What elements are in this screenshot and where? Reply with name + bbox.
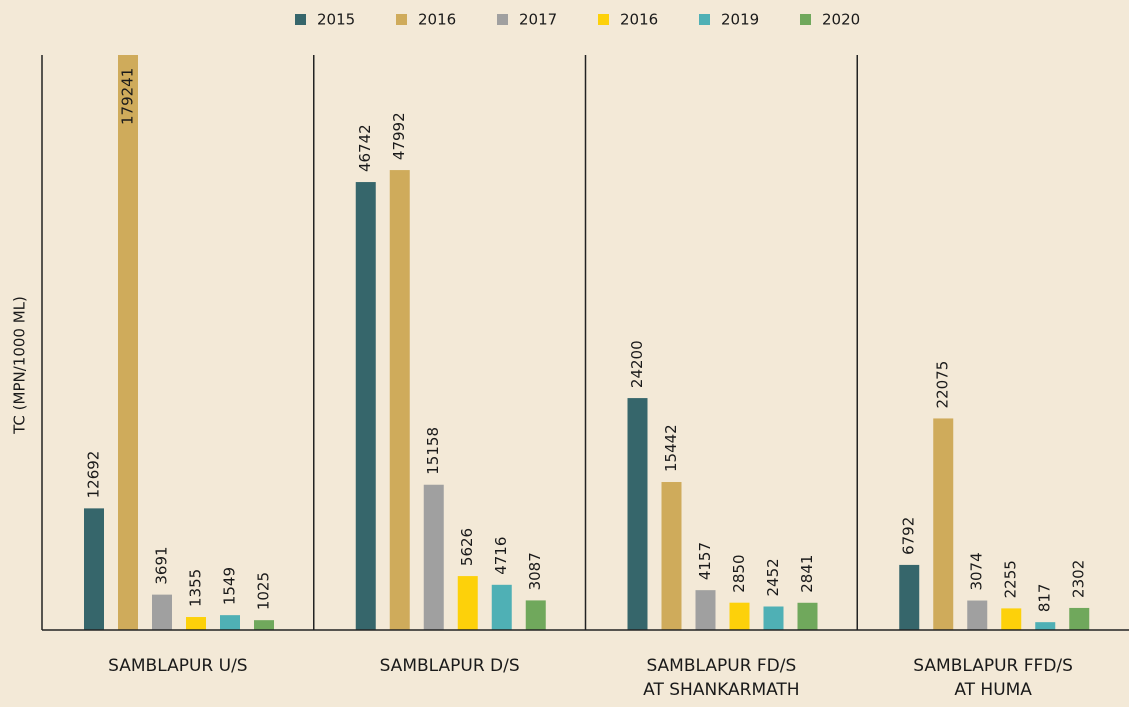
legend-swatch: [497, 14, 508, 25]
data-label: 3691: [153, 546, 171, 584]
y-axis-label: TC (MPN/1000 ML): [11, 296, 29, 435]
x-tick-label: SAMBLAPUR FFD/S AT HUMA: [913, 656, 1073, 700]
bar: [661, 482, 682, 630]
data-label: 5626: [458, 528, 476, 566]
bar: [627, 398, 648, 630]
x-tick-label: SAMBLAPUR FD/S AT SHANKARMATH: [643, 656, 799, 700]
data-label: 2255: [1002, 560, 1020, 598]
data-label: 3074: [968, 552, 986, 590]
data-label: 12692: [85, 451, 103, 499]
bar: [254, 620, 274, 630]
data-label: 2302: [1070, 560, 1088, 598]
data-label: 2841: [798, 555, 816, 593]
x-tick-label: SAMBLAPUR U/S: [108, 656, 247, 676]
legend-swatch: [800, 14, 811, 25]
data-label: 15442: [662, 424, 680, 472]
data-label: 1355: [187, 569, 205, 607]
bar: [695, 590, 716, 630]
data-label: 22075: [934, 361, 952, 409]
legend-label: 2017: [519, 11, 557, 29]
bar: [220, 615, 240, 630]
bar: [457, 576, 478, 630]
legend-label: 2020: [822, 11, 860, 29]
bar: [729, 602, 750, 630]
bar: [118, 55, 138, 630]
bar: [389, 170, 410, 630]
legend-label: 2019: [721, 11, 759, 29]
bar: [933, 418, 954, 630]
data-label: 817: [1036, 584, 1054, 613]
data-label: 1549: [221, 567, 239, 605]
legend-label: 2015: [317, 11, 355, 29]
legend-swatch: [295, 14, 306, 25]
bar: [1035, 622, 1056, 630]
legend-swatch: [699, 14, 710, 25]
bar: [797, 602, 818, 630]
data-label: 3087: [526, 552, 544, 590]
data-label: 4157: [696, 542, 714, 580]
data-label: 1025: [255, 572, 273, 610]
data-label: 4716: [492, 537, 510, 575]
data-label: 2452: [764, 558, 782, 596]
legend-label: 2016: [620, 11, 658, 29]
bar: [899, 564, 920, 630]
bar: [763, 606, 784, 630]
bar: [1069, 607, 1090, 630]
bar: [152, 594, 172, 630]
x-tick-label: SAMBLAPUR D/S: [380, 656, 520, 676]
plot-area: [84, 55, 1090, 630]
data-label: 179241: [119, 68, 137, 125]
bar: [491, 584, 512, 630]
bar: [525, 600, 546, 630]
legend-swatch: [598, 14, 609, 25]
legend-label: 2016: [418, 11, 456, 29]
data-label: 24200: [628, 340, 646, 388]
data-label: 6792: [900, 517, 918, 555]
data-label: 15158: [424, 427, 442, 475]
bar: [1001, 608, 1022, 630]
data-label: 47992: [390, 112, 408, 160]
bar: [186, 617, 206, 630]
bar: [967, 600, 988, 630]
data-label: 2850: [730, 555, 748, 593]
bar: [355, 182, 376, 630]
legend-swatch: [396, 14, 407, 25]
bar: [423, 484, 444, 630]
data-label: 46742: [356, 124, 374, 172]
bar: [84, 508, 104, 630]
